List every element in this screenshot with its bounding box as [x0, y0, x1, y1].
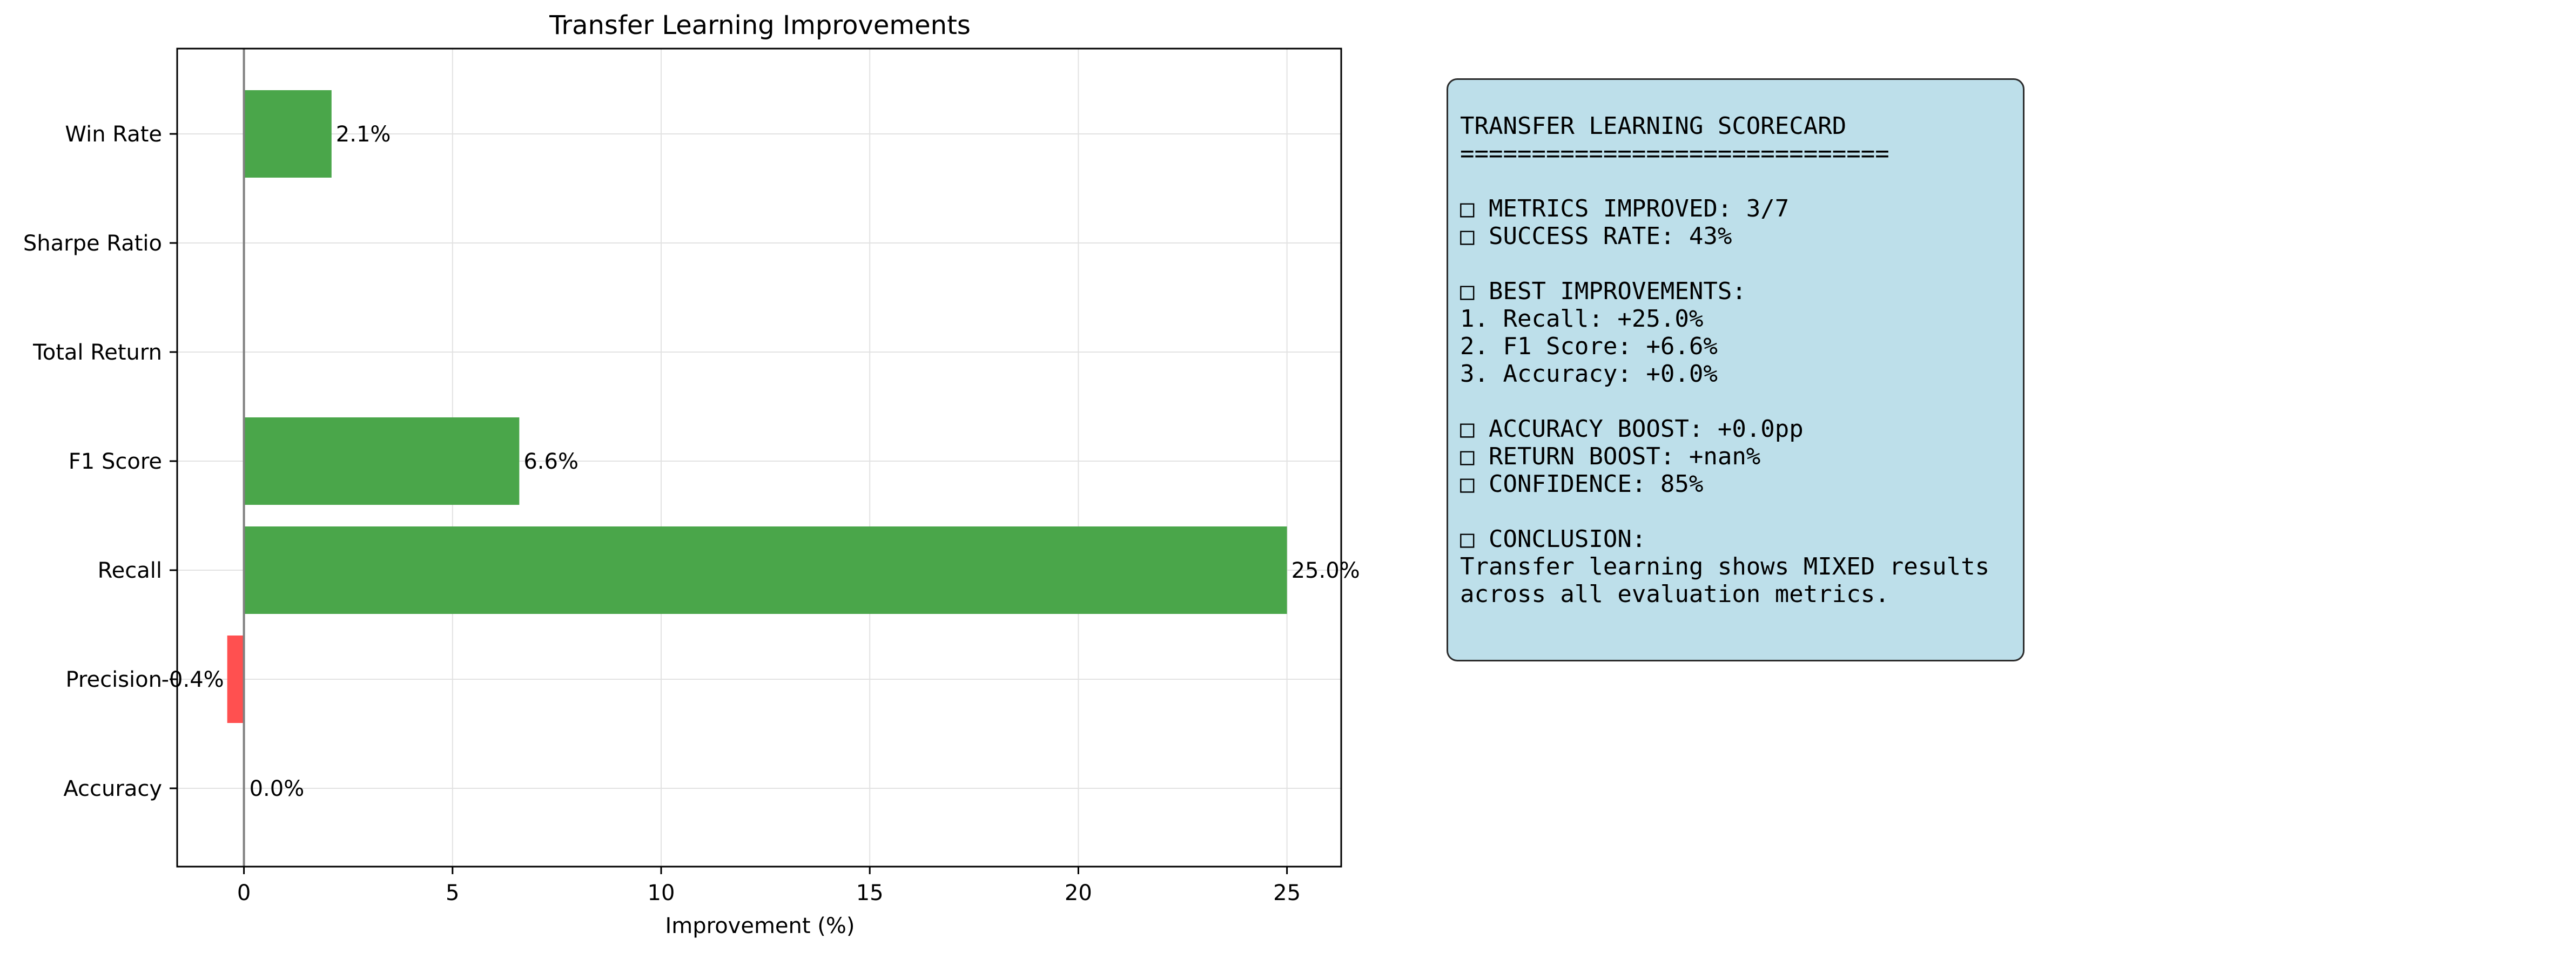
scorecard-line: 3. Accuracy: +0.0% — [1460, 360, 1718, 388]
y-tick-label: Sharpe Ratio — [23, 231, 162, 256]
scorecard-line: across all evaluation metrics. — [1460, 580, 1889, 608]
scorecard-line: □ BEST IMPROVEMENTS: — [1460, 278, 1746, 305]
y-tick-label: Recall — [98, 558, 162, 583]
value-labels: 0.0% -0.4% 25.0% 6.6% 2.1% — [162, 122, 1360, 801]
scorecard-line: 2. F1 Score: +6.6% — [1460, 333, 1718, 360]
y-tick-label: Accuracy — [63, 776, 162, 801]
y-tick-label: Precision — [66, 667, 162, 692]
scorecard-line: □ SUCCESS RATE: 43% — [1460, 222, 1732, 250]
bar-value-label: -0.4% — [162, 667, 224, 692]
bar-value-label: 25.0% — [1292, 558, 1360, 583]
bar-value-label: 6.6% — [523, 449, 579, 474]
scorecard-line: ============================== — [1460, 140, 1889, 167]
scorecard-line: □ METRICS IMPROVED: 3/7 — [1460, 195, 1790, 222]
bar — [244, 526, 1287, 614]
y-tick-label: F1 Score — [69, 449, 162, 474]
x-tick-label: 0 — [237, 881, 251, 905]
bar — [227, 636, 244, 723]
scorecard-line: □ RETURN BOOST: +nan% — [1460, 443, 1761, 470]
scorecard-line: 1. Recall: +25.0% — [1460, 305, 1704, 333]
y-tick-label: Win Rate — [65, 122, 162, 147]
scorecard-line: □ CONFIDENCE: 85% — [1460, 470, 1704, 498]
plot-frame — [176, 48, 1342, 868]
y-tick-label: Total Return — [32, 340, 162, 365]
x-tick-label: 20 — [1065, 881, 1092, 905]
scorecard-line: Transfer learning shows MIXED results — [1460, 553, 1990, 580]
bars — [227, 90, 1287, 723]
chart-title: Transfer Learning Improvements — [549, 10, 971, 40]
scorecard-line: TRANSFER LEARNING SCORECARD — [1460, 112, 1847, 140]
scorecard-panel: TRANSFER LEARNING SCORECARD ============… — [1447, 78, 2025, 661]
x-tick-label: 15 — [856, 881, 884, 905]
scorecard-line: □ ACCURACY BOOST: +0.0pp — [1460, 415, 1804, 443]
x-tick-label: 5 — [446, 881, 459, 905]
scorecard-text: TRANSFER LEARNING SCORECARD ============… — [1460, 112, 2012, 608]
scorecard-line: □ CONCLUSION: — [1460, 525, 1646, 553]
x-axis-label: Improvement (%) — [665, 914, 855, 938]
axis-ticks: 0 5 10 15 20 25 Accuracy Precision Recall F1 Scor… — [23, 122, 1301, 905]
bar-value-label: 0.0% — [250, 776, 305, 801]
bar-value-label: 2.1% — [336, 122, 391, 147]
bar — [244, 417, 520, 505]
x-tick-label: 10 — [648, 881, 675, 905]
x-tick-label: 25 — [1273, 881, 1301, 905]
bar — [244, 90, 332, 178]
